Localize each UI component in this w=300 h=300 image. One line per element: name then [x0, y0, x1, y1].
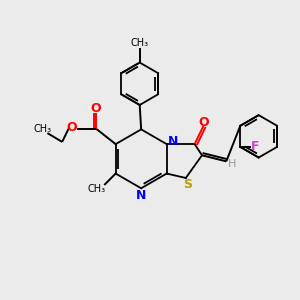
Text: CH₃: CH₃	[130, 38, 149, 47]
Text: CH₃: CH₃	[34, 124, 52, 134]
Text: S: S	[183, 178, 192, 191]
Text: O: O	[91, 102, 101, 115]
Text: F: F	[251, 140, 260, 153]
Text: N: N	[168, 135, 178, 148]
Text: CH₃: CH₃	[88, 184, 106, 194]
Text: N: N	[136, 189, 146, 202]
Text: H: H	[228, 159, 236, 169]
Text: O: O	[199, 116, 209, 129]
Text: O: O	[66, 121, 77, 134]
